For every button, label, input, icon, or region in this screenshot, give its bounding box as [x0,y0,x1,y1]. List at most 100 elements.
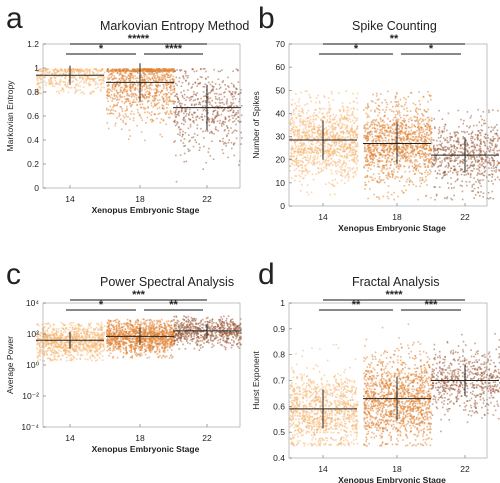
data-point [420,182,423,185]
data-point [430,160,433,163]
data-point [134,87,136,89]
data-point [346,118,348,121]
data-point [346,173,349,176]
data-point [303,177,305,179]
data-point [167,69,170,71]
data-point [426,117,429,119]
data-point [209,97,212,99]
data-point [304,164,307,166]
data-point [157,113,160,115]
data-point [454,131,457,134]
data-point [411,146,413,149]
data-point [58,92,61,95]
data-point [129,78,132,81]
data-point [408,130,410,133]
data-point [470,137,472,140]
data-point [310,143,312,145]
data-point [233,85,235,88]
data-point [332,125,334,128]
data-point [162,93,165,96]
data-point [119,86,122,89]
data-point [178,114,180,117]
data-point [483,122,485,125]
data-point [190,104,193,106]
data-point [154,76,156,79]
data-point [480,191,482,193]
data-point [151,121,153,123]
data-point [297,114,299,117]
data-point [188,97,190,99]
data-point [222,152,225,155]
data-point [59,81,62,84]
data-point [394,140,397,143]
data-point [466,125,468,127]
data-point [312,128,314,130]
data-point [303,148,306,150]
data-point [376,128,379,130]
data-point [405,158,407,160]
data-point [310,130,313,133]
data-point [364,150,366,153]
data-point [455,134,458,136]
data-point [374,128,377,130]
data-point [203,85,206,88]
data-point [414,164,417,167]
data-point [323,144,326,147]
data-point [363,134,365,137]
data-point [404,131,406,133]
data-point [399,122,402,124]
data-point [384,129,386,132]
data-point [296,154,298,157]
data-point [198,143,200,145]
data-point [126,76,128,78]
data-point [97,72,99,74]
data-point [398,142,401,144]
data-point [379,131,381,133]
data-point [315,101,317,104]
data-point [340,179,343,182]
data-point [467,158,470,160]
data-point [222,140,224,143]
data-point [402,148,405,150]
data-point [378,137,381,139]
data-point [151,118,153,121]
data-point [150,104,153,107]
data-point [196,92,199,94]
data-point [366,124,369,126]
data-point [114,124,116,127]
data-point [327,136,330,138]
data-point [144,78,146,80]
data-point [367,170,369,172]
data-point [213,68,215,71]
data-point [317,171,320,174]
data-point [428,145,431,148]
data-point [366,175,369,177]
data-point [295,159,298,162]
data-point [341,155,343,157]
data-point [45,69,47,71]
data-point [400,124,402,127]
data-point [152,68,155,70]
data-point [396,171,399,173]
data-point [188,140,190,143]
data-point [304,138,307,141]
data-point [386,154,388,156]
data-point [489,197,492,199]
data-point [387,133,390,136]
data-point [231,114,233,117]
data-point [350,141,353,144]
data-point [214,115,217,118]
data-point [487,180,490,182]
data-point [341,169,344,171]
data-point [40,78,42,81]
data-point [412,169,415,172]
data-point [351,124,353,127]
data-point [127,77,130,80]
data-point [490,180,493,182]
data-point [495,166,497,168]
data-point [480,142,482,144]
data-point [141,88,143,91]
data-point [302,161,304,164]
data-point [336,120,338,123]
data-point [79,89,81,91]
